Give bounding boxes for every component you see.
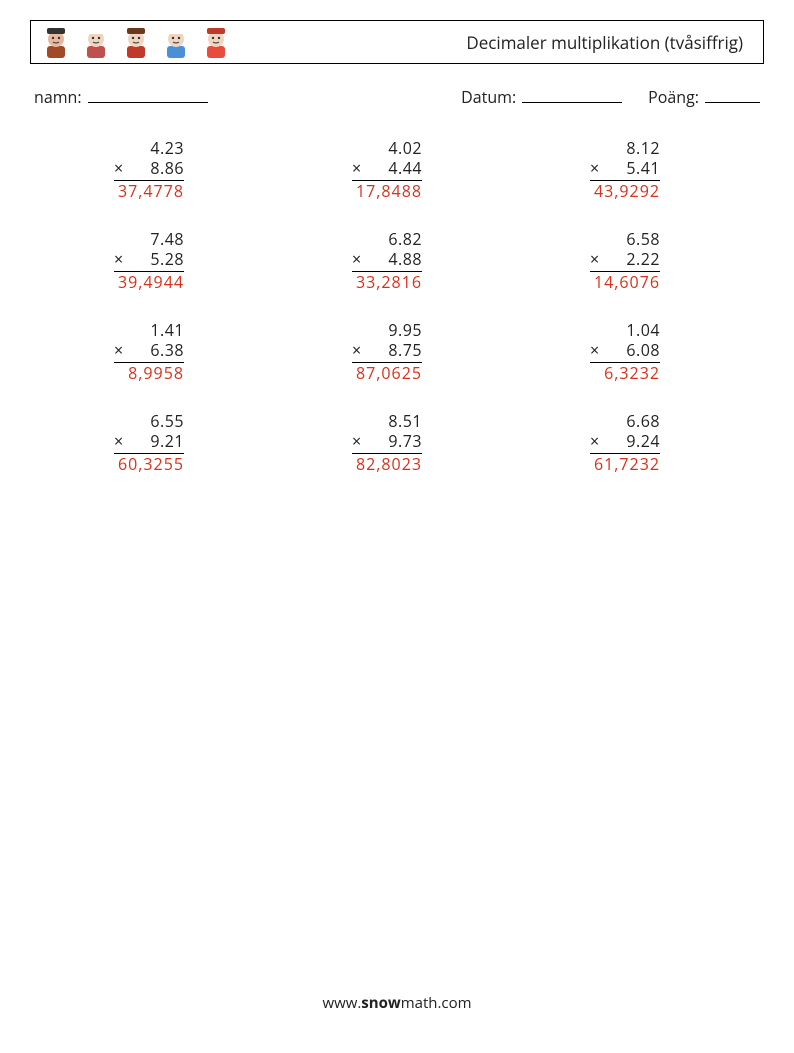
answer: 82,8023 — [352, 454, 422, 474]
operator: × — [114, 340, 128, 360]
operator: × — [114, 249, 128, 269]
operand-b: 6.38 — [128, 340, 184, 360]
operand-a: 7.48 — [128, 229, 184, 249]
operand-a: 8.51 — [366, 411, 422, 431]
page-title: Decimaler multiplikation (tvåsiffrig) — [466, 31, 753, 54]
operand-a: 8.12 — [604, 138, 660, 158]
operand-b: 8.86 — [128, 158, 184, 178]
operand-b: 4.88 — [366, 249, 422, 269]
operand-a: 9.95 — [366, 320, 422, 340]
graduate-icon — [41, 24, 71, 60]
operand-a: 1.41 — [128, 320, 184, 340]
problem: 8.51×9.73 82,8023 — [278, 411, 496, 474]
operand-b: 8.75 — [366, 340, 422, 360]
chef-icon — [81, 24, 111, 60]
operator: × — [114, 158, 128, 178]
answer: 8,9958 — [114, 363, 184, 383]
operand-a: 6.68 — [604, 411, 660, 431]
problem: 4.02×4.44 17,8488 — [278, 138, 496, 201]
operand-a: 4.02 — [366, 138, 422, 158]
answer: 17,8488 — [352, 181, 422, 201]
operator: × — [352, 249, 366, 269]
operator: × — [590, 158, 604, 178]
nurse-icon — [161, 24, 191, 60]
problem: 8.12×5.41 43,9292 — [516, 138, 734, 201]
operand-a: 4.23 — [128, 138, 184, 158]
problems-grid: 4.23×8.8637,47784.02×4.4417,84888.12×5.4… — [30, 138, 764, 474]
operand-a: 6.82 — [366, 229, 422, 249]
problem: 6.55×9.21 60,3255 — [40, 411, 258, 474]
date-blank[interactable] — [522, 88, 622, 103]
answer: 14,6076 — [590, 272, 660, 292]
header-box: Decimaler multiplikation (tvåsiffrig) — [30, 20, 764, 64]
problem: 6.58×2.22 14,6076 — [516, 229, 734, 292]
operator: × — [590, 431, 604, 451]
operand-a: 1.04 — [604, 320, 660, 340]
answer: 33,2816 — [352, 272, 422, 292]
score-blank[interactable] — [705, 88, 760, 103]
info-row: namn: Datum: Poäng: — [30, 86, 764, 108]
operator: × — [352, 431, 366, 451]
operator: × — [352, 158, 366, 178]
operand-b: 4.44 — [366, 158, 422, 178]
answer: 37,4778 — [114, 181, 184, 201]
answer: 39,4944 — [114, 272, 184, 292]
problem: 4.23×8.86 37,4778 — [40, 138, 258, 201]
operand-b: 2.22 — [604, 249, 660, 269]
answer: 6,3232 — [590, 363, 660, 383]
name-label: namn: — [34, 86, 82, 108]
operand-b: 9.73 — [366, 431, 422, 451]
footer: www.snowmath.com — [0, 993, 794, 1013]
operand-b: 5.28 — [128, 249, 184, 269]
operator: × — [352, 340, 366, 360]
operand-b: 9.24 — [604, 431, 660, 451]
header-icons — [41, 24, 231, 60]
problem: 6.82×4.88 33,2816 — [278, 229, 496, 292]
date-label: Datum: — [461, 86, 516, 108]
answer: 87,0625 — [352, 363, 422, 383]
name-blank[interactable] — [88, 88, 208, 103]
woman-icon — [121, 24, 151, 60]
operand-b: 9.21 — [128, 431, 184, 451]
operator: × — [590, 249, 604, 269]
operator: × — [590, 340, 604, 360]
operator: × — [114, 431, 128, 451]
problem: 1.41×6.38 8,9958 — [40, 320, 258, 383]
operand-a: 6.58 — [604, 229, 660, 249]
problem: 1.04×6.08 6,3232 — [516, 320, 734, 383]
problem: 7.48×5.28 39,4944 — [40, 229, 258, 292]
operand-b: 5.41 — [604, 158, 660, 178]
answer: 43,9292 — [590, 181, 660, 201]
footer-prefix: www. — [322, 993, 361, 1013]
answer: 60,3255 — [114, 454, 184, 474]
problem: 9.95×8.75 87,0625 — [278, 320, 496, 383]
score-label: Poäng: — [648, 86, 699, 108]
footer-bold: snow — [361, 993, 400, 1013]
footer-suffix: math.com — [401, 993, 472, 1013]
operand-a: 6.55 — [128, 411, 184, 431]
operand-b: 6.08 — [604, 340, 660, 360]
problem: 6.68×9.24 61,7232 — [516, 411, 734, 474]
firefighter-icon — [201, 24, 231, 60]
answer: 61,7232 — [590, 454, 660, 474]
